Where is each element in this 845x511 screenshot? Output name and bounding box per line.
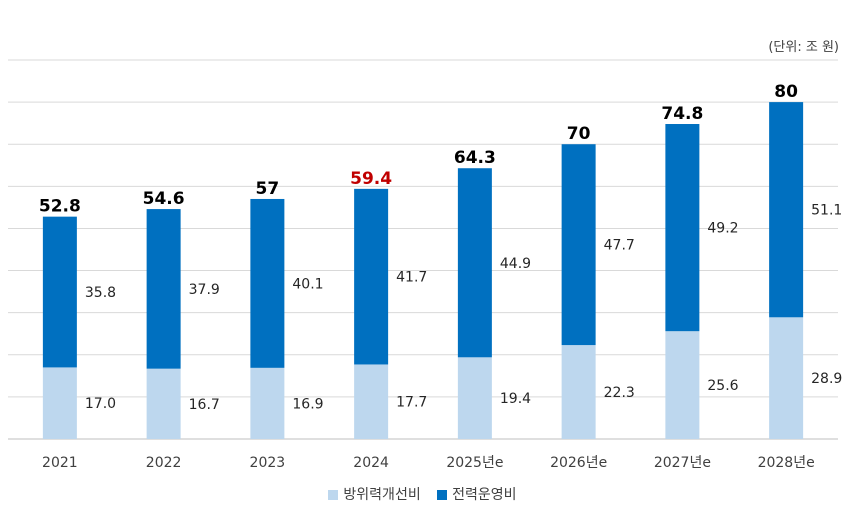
bar-segment-operation	[42, 216, 77, 368]
x-tick-label: 2023	[250, 455, 286, 471]
x-tick-label: 2026년e	[550, 455, 607, 471]
legend-swatch-procurement	[328, 490, 339, 500]
data-label-operation: 41.7	[396, 270, 427, 286]
total-label: 70	[567, 124, 591, 144]
data-label-procurement: 16.7	[189, 397, 220, 413]
bar-segment-procurement	[457, 357, 492, 439]
bar-segment-operation	[146, 209, 181, 369]
data-label-operation: 51.1	[811, 203, 842, 219]
data-label-procurement: 17.0	[85, 396, 116, 412]
x-tick-label: 2024	[353, 455, 389, 471]
x-tick-label: 2028년e	[758, 455, 815, 471]
data-label-procurement: 28.9	[811, 371, 842, 387]
data-label-procurement: 19.4	[500, 391, 531, 407]
data-label-operation: 47.7	[604, 238, 635, 254]
bar-segment-procurement	[146, 368, 181, 439]
data-label-procurement: 16.9	[292, 396, 323, 412]
data-label-procurement: 17.7	[396, 395, 427, 411]
bar-segment-procurement	[769, 317, 804, 439]
total-label: 64.3	[454, 148, 496, 168]
bar-segment-operation	[457, 168, 492, 358]
bar-segment-operation	[354, 188, 389, 365]
x-tick-label: 2022	[146, 455, 182, 471]
legend-item-operation: 전력운영비	[437, 484, 517, 504]
legend-swatch-operation	[437, 490, 448, 500]
data-label-procurement: 25.6	[707, 378, 738, 394]
data-label-procurement: 22.3	[604, 385, 635, 401]
legend-label-procurement: 방위력개선비	[343, 487, 421, 503]
data-label-operation: 35.8	[85, 285, 116, 301]
legend-item-procurement: 방위력개선비	[328, 484, 421, 504]
bar-segment-operation	[769, 102, 804, 318]
unit-label: (단위: 조 원)	[768, 40, 839, 55]
total-label: 80	[774, 82, 798, 102]
x-tick-label: 2025년e	[446, 455, 503, 471]
data-label-operation: 37.9	[189, 282, 220, 298]
total-label: 54.6	[143, 189, 185, 209]
data-label-operation: 40.1	[292, 276, 323, 292]
bar-segment-operation	[250, 198, 285, 368]
data-label-operation: 49.2	[707, 221, 738, 237]
total-label: 59.4	[350, 169, 392, 189]
bar-segment-procurement	[250, 367, 285, 439]
bar-segment-operation	[665, 124, 700, 332]
legend: 방위력개선비 전력운영비	[0, 484, 845, 504]
bar-segment-procurement	[354, 364, 389, 439]
bar-segment-procurement	[42, 367, 77, 439]
bar-segment-procurement	[665, 331, 700, 439]
x-tick-label: 2021	[42, 455, 78, 471]
legend-label-operation: 전력운영비	[452, 487, 517, 503]
x-tick-label: 2027년e	[654, 455, 711, 471]
total-label: 57	[256, 179, 280, 199]
data-label-operation: 44.9	[500, 256, 531, 272]
bar-segment-procurement	[561, 345, 596, 439]
bar-segment-operation	[561, 144, 596, 346]
total-label: 74.8	[661, 104, 703, 124]
total-label: 52.8	[39, 197, 81, 217]
